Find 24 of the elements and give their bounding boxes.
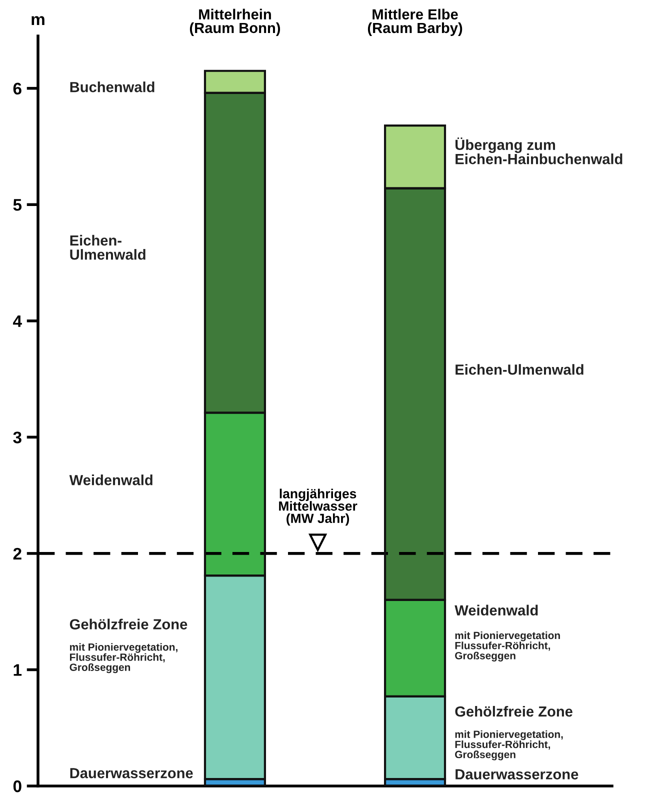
y-axis-title: m (32, 16, 44, 26)
y-tick-label: 2 (13, 548, 22, 560)
annotation: mit Pioniervegetation, Flussufer-Röhricht, Großseggen (70, 643, 178, 674)
annotation: mit Pioniervegetation, Flussufer-Röhricht, Großseggen (455, 730, 563, 760)
annotation: Weidenwald (454, 604, 538, 616)
y-tick-label: 5 (13, 199, 22, 211)
y-tick-label: 3 (13, 432, 22, 444)
annotation: Eichen- Ulmenwald (70, 234, 146, 260)
annotation: Buchenwald (70, 82, 154, 92)
y-tick-label: 4 (13, 315, 22, 327)
annotation: Übergang zum Eichen-Hainbuchenwald (456, 137, 622, 164)
annotation: mit Pioniervegetation Flussufer-Röhricht, Großseggen (455, 631, 560, 662)
annotation: Gehölzfreie Zone (455, 706, 572, 717)
x-tick-label: Mittlere Elbe (Raum Barby) (368, 8, 462, 36)
annotation: Gehölzfreie Zone (70, 618, 188, 630)
ref-line-label: langjähriges Mittelwasser (MW Jahr) (279, 488, 358, 526)
x-tick-label: Mittelrhein (Raum Bonn) (190, 8, 280, 36)
annotation: Dauerwasserzone (70, 768, 193, 778)
y-tick-label: 0 (13, 780, 22, 792)
annotation: Dauerwasserzone (456, 769, 578, 780)
annotation: Weidenwald (69, 474, 152, 486)
y-tick-label: 1 (14, 664, 22, 676)
y-tick-label: 6 (13, 82, 22, 95)
annotation: Eichen-Ulmenwald (456, 364, 584, 375)
